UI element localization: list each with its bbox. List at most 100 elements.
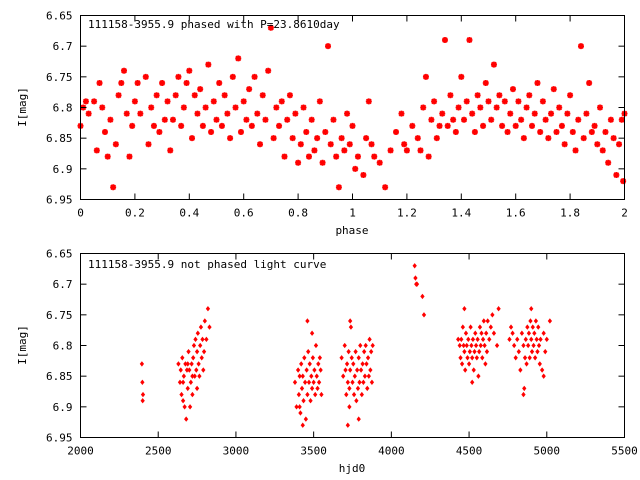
data-point [190,391,195,398]
data-point [363,342,368,349]
data-point [304,367,309,373]
data-point [351,361,356,367]
data-point [362,348,367,355]
data-point [176,361,181,367]
data-point [301,398,306,404]
data-point [431,98,438,105]
data-point [463,330,469,336]
data-point [198,342,203,349]
data-point [156,129,163,136]
phased-y-tick-label: 6.75 [46,71,73,84]
data-point [356,416,361,422]
data-point [513,355,518,361]
data-point [193,336,198,343]
unphased-chart-title: 111158-3955.9 not phased light curve [88,258,326,271]
data-point [528,318,533,324]
data-point [316,98,323,105]
data-point [177,379,183,385]
data-point [463,367,468,373]
data-point [620,178,627,185]
data-point [572,147,579,154]
data-point [488,324,493,330]
data-point [196,361,201,367]
unphased-y-axis-label: I[mag] [16,325,29,365]
data-point [534,336,539,343]
data-point [246,86,253,93]
phased-x-tick-label: 1.2 [397,207,417,220]
data-point [310,355,316,361]
data-point [194,348,200,355]
data-point [180,398,186,404]
data-point [387,147,394,154]
data-point [469,110,476,117]
data-point [309,385,315,392]
data-point [583,110,590,117]
data-point [462,306,467,312]
unphased-x-tick-label: 4000 [378,445,405,458]
data-point [267,24,274,31]
phased-x-tick-label: 0.8 [288,207,308,220]
data-point [210,98,217,105]
unphased-x-tick-label: 5000 [534,445,561,458]
data-point [297,404,302,410]
data-point [169,116,176,123]
data-point [539,367,545,373]
data-point [360,171,367,178]
data-point [490,61,497,68]
data-point [235,55,242,62]
data-point [319,391,324,398]
data-point [167,147,174,154]
data-point [471,367,476,373]
data-point [447,92,454,99]
data-point [194,385,200,392]
data-point [472,348,477,355]
data-point [354,153,361,160]
data-point [466,37,473,44]
data-point [243,116,250,123]
data-point [317,355,323,361]
data-point [480,355,485,361]
data-point [436,122,443,129]
data-point [341,373,346,379]
phased-y-axis-label: I[mag] [16,87,29,127]
data-point [512,342,517,349]
data-point [361,379,366,385]
data-point [305,391,310,398]
data-point [129,122,136,129]
data-point [527,355,532,361]
data-point [248,122,255,129]
data-point [473,330,478,336]
data-point [588,129,595,136]
data-point [180,355,185,361]
data-point [490,312,495,318]
data-point [180,104,187,111]
unphased-y-ticks: 6.65 6.7 6.75 6.8 6.85 6.9 6.95 [46,248,625,445]
phased-x-axis-label: phase [335,224,368,237]
data-point [607,116,614,123]
phased-y-tick-label: 6.7 [53,40,73,53]
phased-x-tick-label: 1.8 [560,207,580,220]
data-point [237,129,244,136]
data-point [450,116,457,123]
data-point [433,135,440,142]
data-point [309,373,314,379]
data-point [344,391,349,398]
data-point [553,129,560,136]
data-point [335,184,342,191]
data-point [199,122,206,129]
phased-y-tick-label: 6.9 [53,163,73,176]
data-point [471,129,478,136]
data-point [313,342,319,349]
data-point [510,330,515,336]
data-point [398,110,405,117]
data-point [467,348,472,355]
data-point [543,348,548,355]
data-point [309,330,315,336]
data-point [532,355,538,361]
phased-light-curve-panel: 0 0.2 0.4 0.6 0.8 1 1.2 1.4 1.6 1.8 2 6.656.76.756… [16,10,628,238]
data-point [300,422,305,428]
data-point [522,385,527,392]
data-point [456,336,461,343]
data-point [351,391,357,398]
data-point [393,129,400,136]
